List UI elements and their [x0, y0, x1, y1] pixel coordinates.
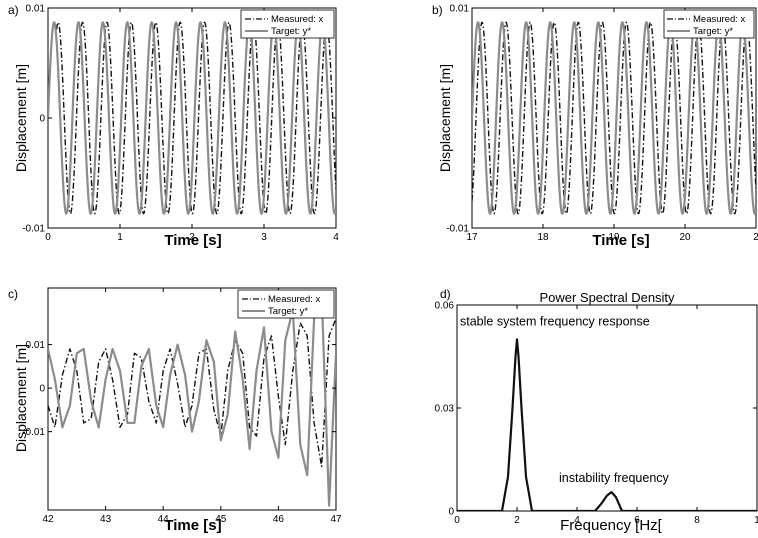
series-line-d-1	[457, 339, 757, 511]
series-line-c-1	[48, 318, 336, 466]
legend-label-measured-a: Measured: x	[271, 14, 324, 25]
x-tick-label: 3	[261, 232, 267, 243]
y-tick-label: 0.01	[26, 4, 46, 15]
x-tick-label: 46	[273, 514, 285, 525]
y-tick-label: 0	[39, 384, 45, 395]
x-axis-label-b: Time [s]	[592, 232, 649, 249]
x-axis-label-a: Time [s]	[164, 232, 221, 249]
legend-a: Measured: x Target: y*	[241, 10, 334, 38]
series-layer-d	[457, 339, 757, 511]
panel-label-a: a)	[8, 3, 19, 17]
x-tick-label: 18	[537, 232, 549, 243]
y-tick-label: -0.01	[446, 224, 469, 235]
legend-label-target-b: Target: y*	[693, 26, 733, 37]
series-layer-c	[48, 292, 336, 505]
legend-b: Measured: x Target: y*	[664, 10, 754, 38]
panel-label-c: c)	[8, 287, 18, 301]
panel-b: b) 17 18 19 20 2 -0.010.01 Time [s] Displace…	[432, 3, 758, 249]
y-axis-label-c: Displacement [m]	[13, 344, 29, 452]
series-line-c-2	[48, 292, 336, 505]
legend-label-target-c: Target: y*	[268, 306, 308, 317]
annotation-label: stable system frequency response	[460, 315, 650, 329]
x-tick-label: 2	[514, 515, 520, 526]
x-tick-label: 2	[753, 232, 758, 243]
y-axis-label-a: Displacement [m]	[13, 64, 29, 172]
y-ticks-d: 0 0.03 0.06	[435, 301, 757, 518]
x-tick-label: 1	[754, 515, 758, 526]
panel-label-d: d)	[440, 287, 451, 301]
y-tick-label: 0.06	[435, 301, 455, 312]
annotations-d: stable system frequency response instabil…	[460, 315, 670, 485]
x-tick-label: 20	[679, 232, 691, 243]
y-tick-label: 0	[448, 507, 454, 518]
y-tick-label: 0.03	[435, 404, 455, 415]
legend-label-measured-b: Measured: x	[693, 14, 746, 25]
x-axis-label-c: Time [s]	[164, 517, 221, 534]
annotation-label: instability frequency	[559, 471, 670, 485]
legend-label-measured-c: Measured: x	[268, 294, 321, 305]
y-tick-label: -0.01	[22, 224, 45, 235]
x-tick-label: 0	[45, 232, 51, 243]
series-layer-a	[48, 22, 336, 213]
y-tick-label: 0.01	[450, 4, 470, 15]
y-tick-label: 0	[39, 114, 45, 125]
x-tick-label: 42	[42, 514, 54, 525]
x-tick-label: 4	[333, 232, 339, 243]
y-axis-label-b: Displacement [m]	[437, 64, 453, 172]
legend-label-target-a: Target: y*	[271, 26, 311, 37]
panel-label-b: b)	[432, 3, 443, 17]
x-tick-label: 8	[694, 515, 700, 526]
x-tick-label: 47	[330, 514, 342, 525]
x-tick-label: 1	[117, 232, 123, 243]
series-layer-b	[472, 22, 756, 213]
chart-title-d: Power Spectral Density	[539, 290, 675, 305]
legend-c: Measured: x Target: y*	[238, 290, 334, 318]
x-tick-label: 0	[454, 515, 460, 526]
x-tick-label: 43	[100, 514, 112, 525]
x-axis-label-d: Frequency [Hz[	[560, 517, 663, 534]
